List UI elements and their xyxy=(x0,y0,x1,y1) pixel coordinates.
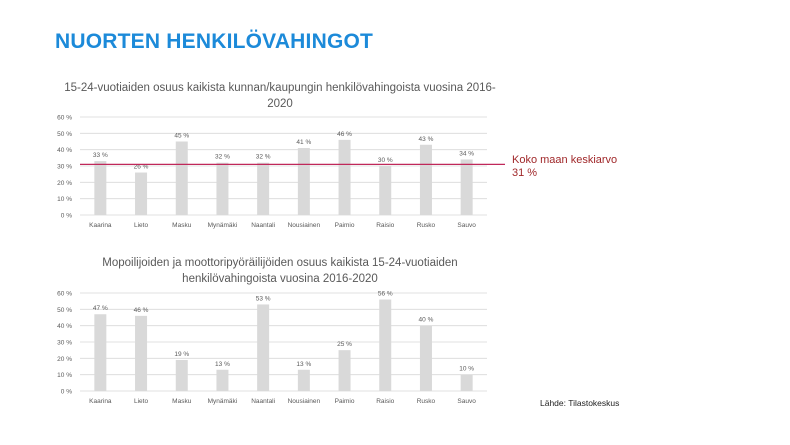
y-tick-label: 10 % xyxy=(57,196,72,203)
chart-1-title: 15-24-vuotiaiden osuus kaikista kunnan/k… xyxy=(64,82,496,110)
data-label: 25 % xyxy=(337,341,352,348)
bar-sauvo xyxy=(460,374,473,391)
bar-mynämäki xyxy=(216,369,229,391)
x-tick-label: Kaarina xyxy=(89,398,112,405)
x-tick-label: Lieto xyxy=(134,398,148,405)
bar-rusko xyxy=(419,325,432,391)
x-tick-label: Rusko xyxy=(417,398,436,405)
data-label: 10 % xyxy=(459,366,474,373)
data-label: 33 % xyxy=(93,152,108,159)
data-label: 32 % xyxy=(215,154,230,161)
bar-lieto xyxy=(135,172,148,215)
data-label: 45 % xyxy=(174,133,189,140)
y-tick-label: 60 % xyxy=(57,291,72,298)
x-tick-label: Sauvo xyxy=(457,222,476,229)
data-label: 53 % xyxy=(256,295,271,302)
x-tick-label: Paimio xyxy=(335,398,355,405)
x-tick-label: Raisio xyxy=(376,222,394,229)
y-tick-label: 40 % xyxy=(57,147,72,154)
data-label: 26 % xyxy=(134,164,149,171)
data-label: 41 % xyxy=(296,139,311,146)
bar-sauvo xyxy=(460,159,473,215)
y-tick-label: 40 % xyxy=(57,323,72,330)
bar-nousiainen xyxy=(297,369,310,391)
data-label: 46 % xyxy=(337,131,352,138)
bar-mynämäki xyxy=(216,162,229,215)
x-tick-label: Paimio xyxy=(335,222,355,229)
data-label: 34 % xyxy=(459,150,474,157)
x-tick-label: Mynämäki xyxy=(208,398,238,405)
x-tick-label: Nousiainen xyxy=(288,222,321,229)
y-tick-label: 0 % xyxy=(61,213,72,220)
data-label: 46 % xyxy=(134,307,149,314)
data-label: 43 % xyxy=(419,136,434,143)
data-label: 13 % xyxy=(215,361,230,368)
y-tick-label: 50 % xyxy=(57,307,72,314)
x-tick-label: Rusko xyxy=(417,222,436,229)
x-tick-label: Raisio xyxy=(376,398,394,405)
x-tick-label: Naantali xyxy=(251,398,275,405)
bar-kaarina xyxy=(94,314,107,391)
x-tick-label: Lieto xyxy=(134,222,148,229)
y-tick-label: 20 % xyxy=(57,356,72,363)
bar-masku xyxy=(175,359,188,391)
bar-kaarina xyxy=(94,161,107,215)
data-label: 32 % xyxy=(256,154,271,161)
data-label: 19 % xyxy=(174,351,189,358)
source-note: Lähde: Tilastokeskus xyxy=(540,398,620,408)
data-label: 47 % xyxy=(93,305,108,312)
y-tick-label: 20 % xyxy=(57,180,72,187)
y-tick-label: 0 % xyxy=(61,389,72,396)
bar-raisio xyxy=(379,166,392,215)
x-tick-label: Sauvo xyxy=(457,398,476,405)
data-label: 13 % xyxy=(296,361,311,368)
bar-nousiainen xyxy=(297,148,310,215)
bar-paimio xyxy=(338,350,351,391)
slide-title: NUORTEN HENKILÖVAHINGOT xyxy=(55,30,374,53)
data-label: 56 % xyxy=(378,291,393,298)
y-tick-label: 30 % xyxy=(57,164,72,171)
x-tick-label: Kaarina xyxy=(89,222,112,229)
chart-2-title: Mopoilijoiden ja moottoripyöräilijöiden … xyxy=(102,257,458,285)
data-label: 30 % xyxy=(378,157,393,164)
bar-lieto xyxy=(135,315,148,391)
bar-naantali xyxy=(257,162,270,215)
y-tick-label: 60 % xyxy=(57,115,72,122)
bar-rusko xyxy=(419,144,432,215)
bar-raisio xyxy=(379,299,392,391)
bar-paimio xyxy=(338,139,351,215)
x-tick-label: Nousiainen xyxy=(288,398,321,405)
x-tick-label: Mynämäki xyxy=(208,222,238,229)
y-tick-label: 50 % xyxy=(57,131,72,138)
bar-masku xyxy=(175,141,188,215)
data-label: 40 % xyxy=(419,317,434,324)
x-tick-label: Naantali xyxy=(251,222,275,229)
y-tick-label: 30 % xyxy=(57,340,72,347)
x-tick-label: Masku xyxy=(172,398,192,405)
average-line-label: Koko maan keskiarvo 31 % xyxy=(512,154,618,179)
y-tick-label: 10 % xyxy=(57,372,72,379)
x-tick-label: Masku xyxy=(172,222,192,229)
bar-naantali xyxy=(257,304,270,391)
